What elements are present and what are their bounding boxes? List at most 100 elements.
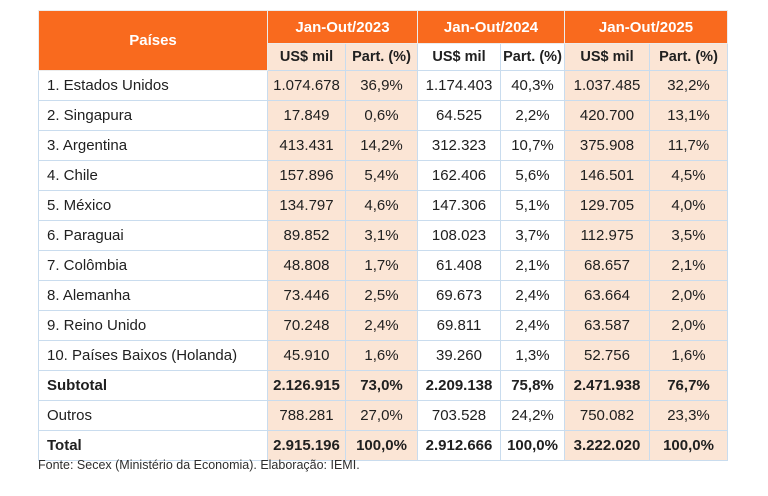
- value-cell: 112.975: [564, 220, 650, 251]
- value-cell: 4,6%: [345, 190, 418, 221]
- value-cell: 61.408: [417, 250, 501, 281]
- value-cell: 3.222.020: [564, 430, 650, 461]
- table-row: Outros 788.281 27,0% 703.528 24,2% 750.082 23,…: [38, 400, 728, 431]
- value-cell: 134.797: [267, 190, 346, 221]
- country-cell: 6. Paraguai: [38, 220, 268, 251]
- value-cell: 4,0%: [649, 190, 728, 221]
- table-row: Subtotal 2.126.915 73,0% 2.209.138 75,8% 2.47…: [38, 370, 728, 401]
- value-cell: 73.446: [267, 280, 346, 311]
- value-cell: 2,0%: [649, 280, 728, 311]
- value-cell: 1.037.485: [564, 70, 650, 101]
- value-cell: 2.915.196: [267, 430, 346, 461]
- value-cell: 52.756: [564, 340, 650, 371]
- subheader-row: US$ mil Part. (%) US$ mil Part. (%) US$ …: [39, 43, 728, 71]
- value-cell: 2,1%: [649, 250, 728, 281]
- value-cell: 75,8%: [500, 370, 565, 401]
- value-cell: 2,4%: [345, 310, 418, 341]
- value-cell: 162.406: [417, 160, 501, 191]
- country-cell: Subtotal: [38, 370, 268, 401]
- source-note: Fonte: Secex (Ministério da Economia). E…: [38, 458, 360, 472]
- country-cell: 3. Argentina: [38, 130, 268, 161]
- value-cell: 69.811: [417, 310, 501, 341]
- value-cell: 375.908: [564, 130, 650, 161]
- part-subheader-2023: Part. (%): [345, 43, 418, 71]
- top-countries-exports-table: Países Jan-Out/2023 Jan-Out/2024 Jan-Out…: [38, 10, 728, 461]
- value-cell: 147.306: [417, 190, 501, 221]
- table-row: Total 2.915.196 100,0% 2.912.666 100,0% 3.222…: [38, 430, 728, 461]
- value-cell: 413.431: [267, 130, 346, 161]
- value-cell: 73,0%: [345, 370, 418, 401]
- value-cell: 100,0%: [345, 430, 418, 461]
- value-cell: 2,4%: [500, 280, 565, 311]
- value-cell: 13,1%: [649, 100, 728, 131]
- value-cell: 4,5%: [649, 160, 728, 191]
- countries-column-header: Países: [38, 10, 268, 71]
- value-cell: 17.849: [267, 100, 346, 131]
- value-cell: 157.896: [267, 160, 346, 191]
- country-cell: 1. Estados Unidos: [38, 70, 268, 101]
- table-row: 2. Singapura 17.849 0,6% 64.525 2,2% 420.700 1…: [38, 100, 728, 131]
- value-cell: 750.082: [564, 400, 650, 431]
- value-cell: 1,7%: [345, 250, 418, 281]
- value-cell: 1,6%: [345, 340, 418, 371]
- value-cell: 70.248: [267, 310, 346, 341]
- exports-table-container: Países Jan-Out/2023 Jan-Out/2024 Jan-Out…: [38, 10, 728, 461]
- value-cell: 48.808: [267, 250, 346, 281]
- value-cell: 2.912.666: [417, 430, 501, 461]
- usd-subheader-2023: US$ mil: [267, 43, 346, 71]
- table-row: 6. Paraguai 89.852 3,1% 108.023 3,7% 112.975 3…: [38, 220, 728, 251]
- country-cell: 5. México: [38, 190, 268, 221]
- table-body: 1. Estados Unidos 1.074.678 36,9% 1.174.403…: [38, 70, 728, 461]
- year-header-2025: Jan-Out/2025: [564, 10, 728, 44]
- table-row: 4. Chile 157.896 5,4% 162.406 5,6% 146.501 4,5…: [38, 160, 728, 191]
- value-cell: 5,6%: [500, 160, 565, 191]
- value-cell: 420.700: [564, 100, 650, 131]
- value-cell: 2,0%: [649, 310, 728, 341]
- table-row: 3. Argentina 413.431 14,2% 312.323 10,7% 375.…: [38, 130, 728, 161]
- value-cell: 40,3%: [500, 70, 565, 101]
- country-cell: 7. Colômbia: [38, 250, 268, 281]
- table-row: 5. México 134.797 4,6% 147.306 5,1% 129.705 4,…: [38, 190, 728, 221]
- value-cell: 0,6%: [345, 100, 418, 131]
- value-cell: 23,3%: [649, 400, 728, 431]
- country-cell: 9. Reino Unido: [38, 310, 268, 341]
- value-cell: 108.023: [417, 220, 501, 251]
- table-row: 8. Alemanha 73.446 2,5% 69.673 2,4% 63.664 2,0…: [38, 280, 728, 311]
- table-row: 1. Estados Unidos 1.074.678 36,9% 1.174.403…: [38, 70, 728, 101]
- country-cell: 4. Chile: [38, 160, 268, 191]
- table-row: 10. Países Baixos (Holanda) 45.910 1,6% 39.…: [38, 340, 728, 371]
- value-cell: 3,1%: [345, 220, 418, 251]
- value-cell: 69.673: [417, 280, 501, 311]
- value-cell: 2.471.938: [564, 370, 650, 401]
- country-cell: Total: [38, 430, 268, 461]
- usd-subheader-2025: US$ mil: [564, 43, 650, 71]
- value-cell: 1,3%: [500, 340, 565, 371]
- value-cell: 5,1%: [500, 190, 565, 221]
- value-cell: 89.852: [267, 220, 346, 251]
- value-cell: 3,7%: [500, 220, 565, 251]
- value-cell: 11,7%: [649, 130, 728, 161]
- value-cell: 703.528: [417, 400, 501, 431]
- value-cell: 76,7%: [649, 370, 728, 401]
- value-cell: 63.587: [564, 310, 650, 341]
- value-cell: 2,4%: [500, 310, 565, 341]
- value-cell: 788.281: [267, 400, 346, 431]
- value-cell: 27,0%: [345, 400, 418, 431]
- value-cell: 1.074.678: [267, 70, 346, 101]
- year-header-2023: Jan-Out/2023: [267, 10, 418, 44]
- value-cell: 2,5%: [345, 280, 418, 311]
- country-cell: 10. Países Baixos (Holanda): [38, 340, 268, 371]
- value-cell: 32,2%: [649, 70, 728, 101]
- table-row: 9. Reino Unido 70.248 2,4% 69.811 2,4% 63.587…: [38, 310, 728, 341]
- value-cell: 64.525: [417, 100, 501, 131]
- country-cell: 8. Alemanha: [38, 280, 268, 311]
- value-cell: 2.126.915: [267, 370, 346, 401]
- value-cell: 146.501: [564, 160, 650, 191]
- value-cell: 2,1%: [500, 250, 565, 281]
- value-cell: 39.260: [417, 340, 501, 371]
- value-cell: 24,2%: [500, 400, 565, 431]
- value-cell: 3,5%: [649, 220, 728, 251]
- country-cell: 2. Singapura: [38, 100, 268, 131]
- value-cell: 2,2%: [500, 100, 565, 131]
- value-cell: 45.910: [267, 340, 346, 371]
